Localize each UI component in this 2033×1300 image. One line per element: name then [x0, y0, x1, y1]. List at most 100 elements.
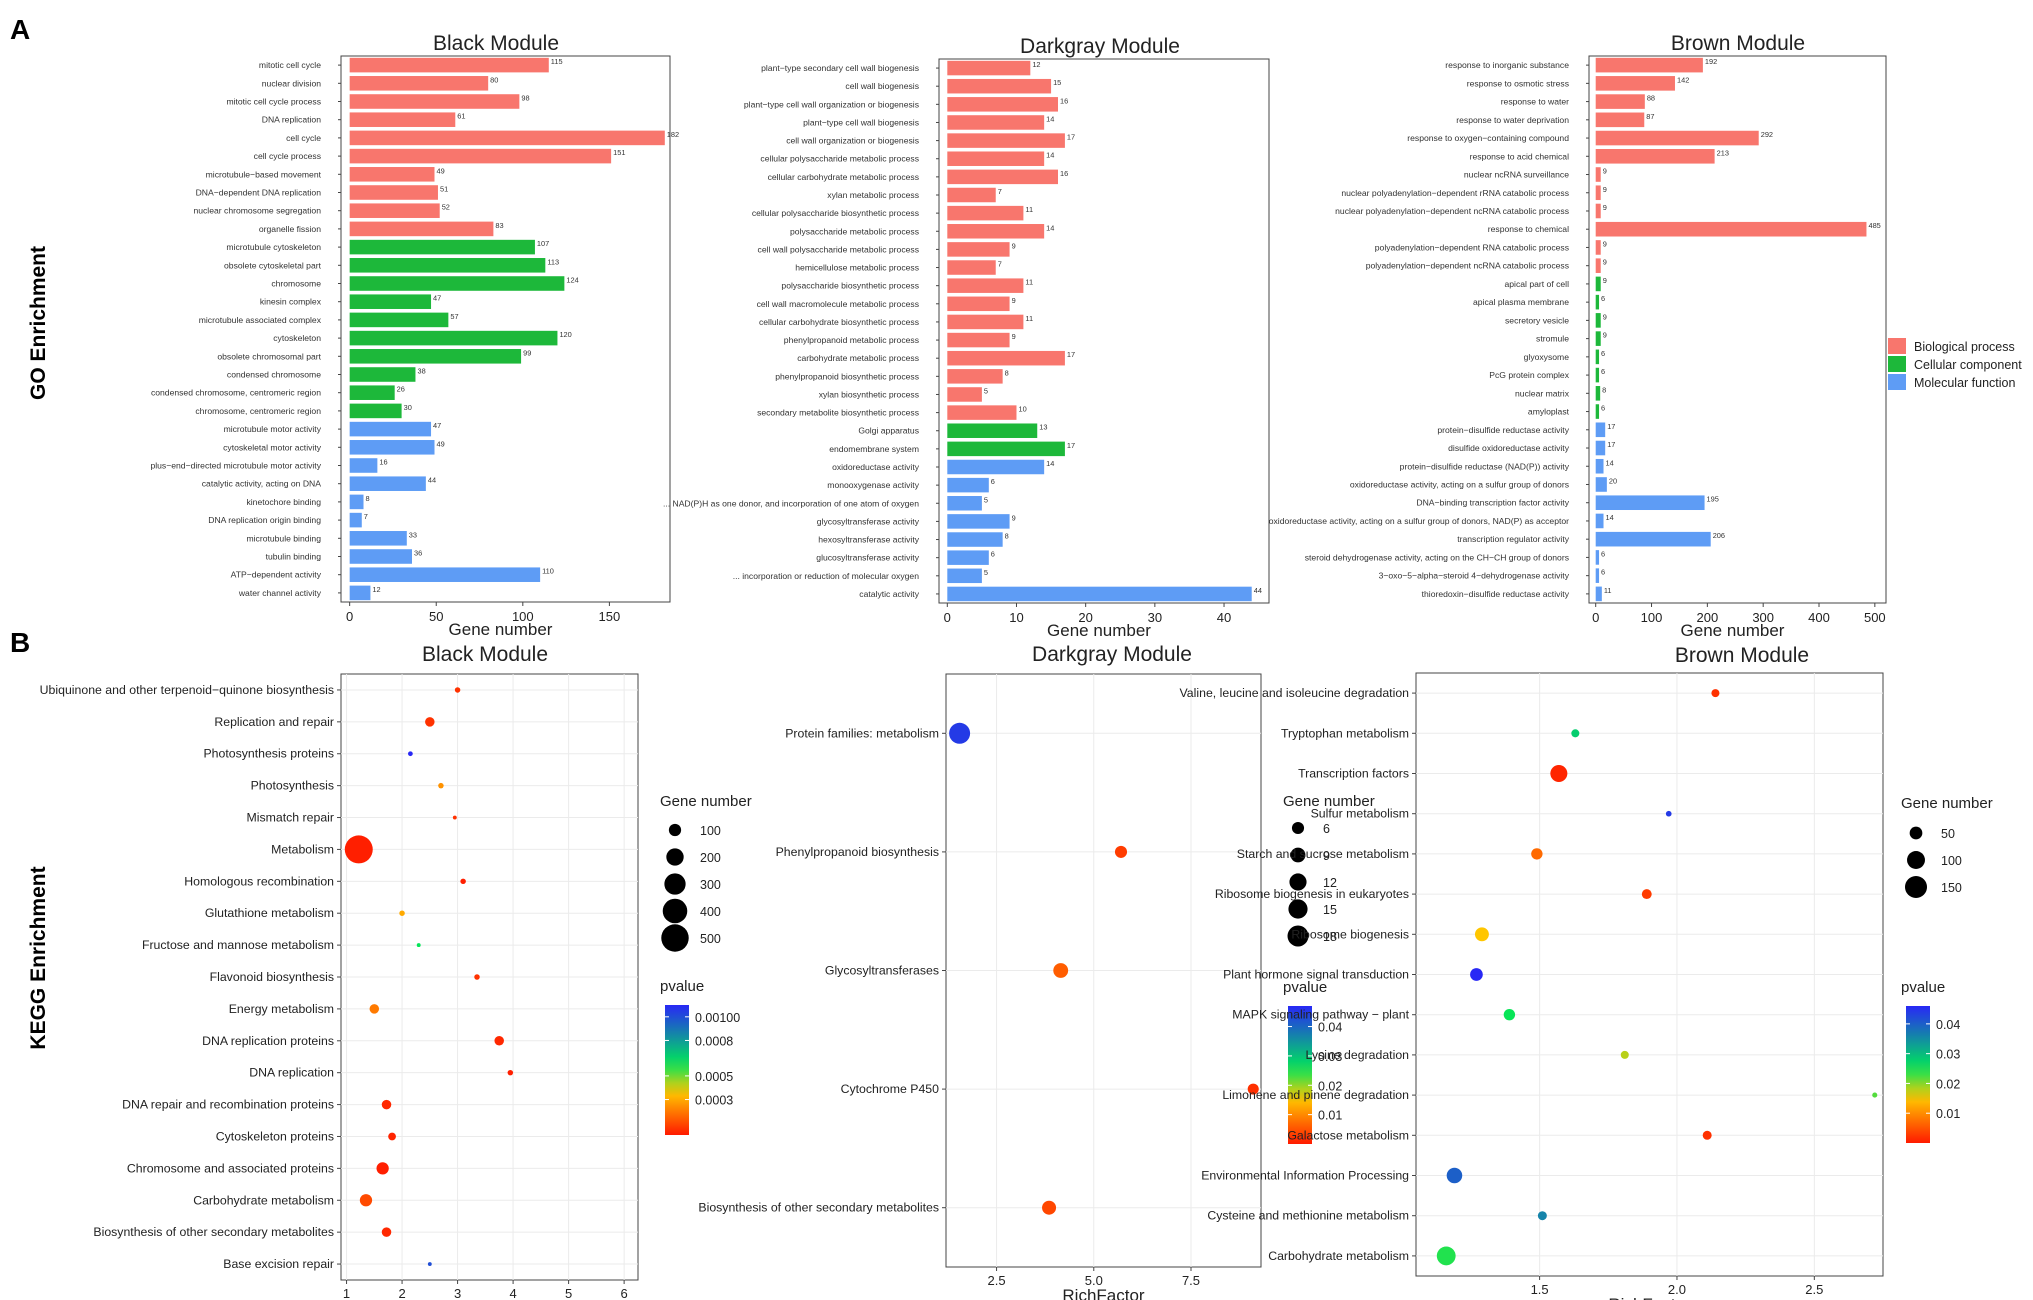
- x-axis-title: RichFactor: [1062, 1286, 1145, 1300]
- colorbar-tick-label: 0.03: [1936, 1048, 1960, 1062]
- value-label: 120: [559, 330, 571, 339]
- size-legend-title: Gene number: [1283, 793, 1375, 810]
- bar: [1595, 367, 1600, 383]
- category-label: microtubule motor activity: [224, 424, 322, 434]
- category-label: obsolete chromosomal part: [217, 351, 321, 361]
- bar: [947, 496, 982, 511]
- data-point: [507, 1069, 514, 1076]
- legend-swatch-bp: [1888, 338, 1906, 354]
- data-point: [1042, 1200, 1057, 1215]
- value-label: 213: [1717, 148, 1729, 157]
- data-point: [1247, 1083, 1259, 1095]
- category-label: Glutathione metabolism: [205, 906, 334, 920]
- data-point: [425, 717, 435, 727]
- value-label: 182: [667, 130, 679, 139]
- category-label: polysaccharide metabolic process: [790, 226, 919, 236]
- category-label: microtubule−based movement: [206, 169, 322, 179]
- category-label: plant−type cell wall organization or bio…: [744, 99, 919, 109]
- size-legend-label: 300: [700, 878, 721, 892]
- category-label: oxidoreductase activity, acting on a sul…: [1350, 479, 1569, 489]
- category-label: apical part of cell: [1505, 279, 1570, 289]
- bar: [1595, 167, 1601, 182]
- bar: [349, 531, 407, 546]
- category-label: oxidoreductase activity, acting on a sul…: [1269, 516, 1569, 526]
- data-point: [949, 722, 971, 744]
- category-label: hexosyltransferase activity: [818, 535, 919, 545]
- category-label: protein−disulfide reductase (NAD(P)) act…: [1400, 461, 1570, 471]
- value-label: 13: [1039, 423, 1047, 432]
- value-label: 9: [1012, 241, 1016, 250]
- bar: [1595, 477, 1607, 492]
- colorbar-tick-label: 0.04: [1318, 1021, 1342, 1035]
- color-legend-title: pvalue: [1901, 979, 1945, 996]
- data-point: [1711, 689, 1720, 698]
- category-label: Phenylpropanoid biosynthesis: [776, 845, 939, 859]
- value-label: 49: [437, 439, 445, 448]
- value-label: 14: [1606, 458, 1614, 467]
- x-tick-label: 7.5: [1182, 1273, 1200, 1288]
- value-label: 9: [1012, 332, 1016, 341]
- size-legend-dot: [1905, 876, 1927, 898]
- value-label: 26: [397, 385, 405, 394]
- category-label: Homologous recombination: [184, 874, 334, 888]
- data-point: [1114, 845, 1128, 858]
- value-label: 47: [433, 421, 441, 430]
- bar: [1595, 240, 1601, 255]
- value-label: 16: [1060, 169, 1068, 178]
- bar: [349, 148, 612, 164]
- legend-label-mf: Molecular function: [1914, 376, 2015, 390]
- value-label: 17: [1067, 350, 1075, 359]
- data-point: [474, 974, 480, 980]
- value-label: 6: [1601, 404, 1605, 413]
- category-label: secondary metabolite biosynthetic proces…: [757, 408, 919, 418]
- category-label: Cytochrome P450: [841, 1082, 940, 1096]
- bar: [349, 239, 535, 255]
- category-label: Starch and sucrose metabolism: [1237, 847, 1409, 861]
- category-label: DNA−dependent DNA replication: [196, 188, 322, 198]
- value-label: 12: [1032, 60, 1040, 69]
- x-tick-label: 200: [1697, 610, 1719, 625]
- category-label: chromosome, centromeric region: [195, 406, 321, 416]
- value-label: 99: [523, 348, 531, 357]
- category-label: Tryptophan metabolism: [1281, 726, 1409, 740]
- bar: [1595, 422, 1606, 438]
- category-label: Photosynthesis proteins: [203, 747, 334, 761]
- bar: [1595, 76, 1675, 91]
- value-label: 10: [1018, 405, 1026, 414]
- category-label: microtubule cytoskeleton: [226, 242, 321, 252]
- value-label: 124: [566, 276, 578, 285]
- value-label: 11: [1025, 278, 1033, 287]
- value-label: 83: [495, 221, 503, 230]
- category-label: stromule: [1536, 334, 1569, 344]
- bar: [1595, 495, 1705, 511]
- value-label: 14: [1606, 513, 1614, 522]
- x-tick-label: 1.5: [1531, 1282, 1549, 1297]
- category-label: condensed chromosome: [227, 370, 321, 380]
- bar: [349, 403, 402, 419]
- value-label: 20: [1609, 476, 1617, 485]
- bar: [349, 294, 432, 309]
- bar: [947, 423, 1038, 438]
- plot-frame: [1588, 55, 1887, 604]
- size-legend-label: 100: [700, 824, 721, 838]
- value-label: 47: [433, 294, 441, 303]
- x-tick-label: 10: [1009, 610, 1023, 625]
- data-point: [381, 1099, 392, 1110]
- value-label: 6: [1601, 294, 1605, 303]
- bar: [947, 568, 982, 584]
- size-legend-label: 18: [1323, 930, 1337, 944]
- x-tick-label: 2.5: [988, 1273, 1006, 1288]
- bar: [947, 151, 1045, 166]
- value-label: 11: [1604, 586, 1612, 595]
- chart-title: Black Module: [433, 32, 559, 55]
- category-label: nuclear matrix: [1515, 388, 1570, 398]
- value-label: 17: [1067, 133, 1075, 142]
- go-bar-chart-black: Black Module mitotic cell cycle 115 nuclear…: [150, 32, 679, 639]
- category-label: Galactose metabolism: [1287, 1128, 1409, 1142]
- size-legend-dot: [661, 924, 689, 952]
- plot-frame: [938, 58, 1270, 604]
- x-tick-label: 5.0: [1085, 1273, 1103, 1288]
- value-label: 49: [437, 166, 445, 175]
- bar: [1595, 258, 1601, 273]
